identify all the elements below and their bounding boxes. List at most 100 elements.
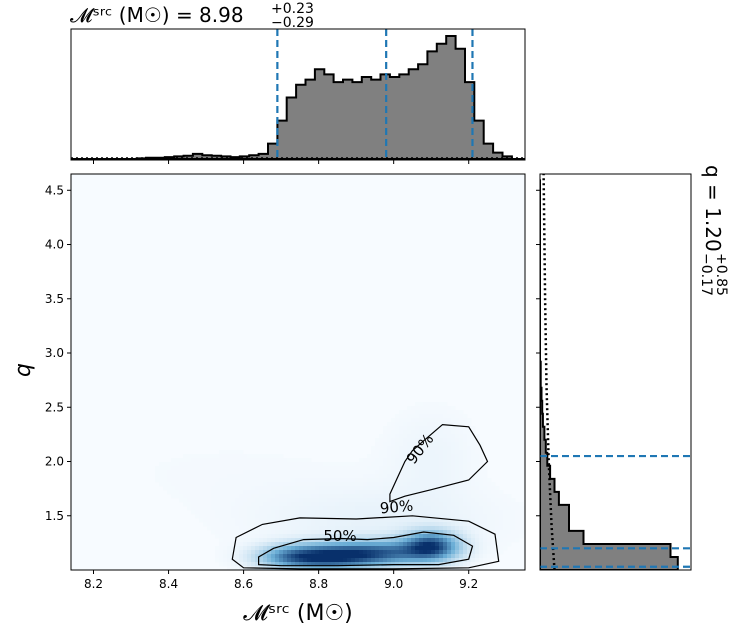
density-cell bbox=[279, 534, 284, 539]
density-cell bbox=[267, 542, 272, 547]
density-cell bbox=[431, 550, 436, 555]
density-cell bbox=[263, 534, 268, 539]
density-cell bbox=[275, 546, 280, 551]
density-cell bbox=[359, 522, 364, 527]
density-cell bbox=[499, 542, 504, 547]
density-cell bbox=[419, 550, 424, 555]
density-cell bbox=[423, 514, 428, 519]
density-cell bbox=[291, 562, 296, 567]
density-cell bbox=[211, 474, 216, 479]
density-cell bbox=[479, 550, 484, 555]
density-cell bbox=[243, 470, 248, 475]
main-panel-frame bbox=[70, 173, 526, 571]
density-cell bbox=[443, 514, 448, 519]
density-cell bbox=[415, 414, 420, 419]
density-cell bbox=[399, 566, 404, 570]
density-cell bbox=[363, 470, 368, 475]
density-cell bbox=[203, 510, 208, 515]
density-cell bbox=[195, 514, 200, 519]
density-cell bbox=[183, 470, 188, 475]
density-cell bbox=[223, 502, 228, 507]
density-cell bbox=[427, 402, 432, 407]
density-cell bbox=[431, 502, 436, 507]
density-cell bbox=[371, 502, 376, 507]
density-cell bbox=[331, 470, 336, 475]
density-cell bbox=[419, 486, 424, 491]
density-cell bbox=[455, 454, 460, 459]
density-cell bbox=[347, 498, 352, 503]
density-cell bbox=[391, 538, 396, 543]
density-cell bbox=[403, 466, 408, 471]
density-cell bbox=[519, 510, 524, 515]
density-cell bbox=[259, 522, 264, 527]
density-cell bbox=[187, 474, 192, 479]
density-cell bbox=[327, 470, 332, 475]
density-cell bbox=[491, 514, 496, 519]
density-cell bbox=[291, 522, 296, 527]
density-cell bbox=[423, 406, 428, 411]
density-cell bbox=[339, 482, 344, 487]
density-cell bbox=[387, 558, 392, 563]
density-cell bbox=[255, 522, 260, 527]
density-cell bbox=[303, 558, 308, 563]
density-cell bbox=[387, 490, 392, 495]
density-cell bbox=[207, 466, 212, 471]
density-cell bbox=[391, 458, 396, 463]
density-cell bbox=[207, 502, 212, 507]
density-cell bbox=[443, 550, 448, 555]
density-cell bbox=[463, 542, 468, 547]
density-cell bbox=[387, 534, 392, 539]
density-cell bbox=[507, 538, 512, 543]
density-cell bbox=[283, 462, 288, 467]
density-cell bbox=[279, 506, 284, 511]
density-cell bbox=[215, 474, 220, 479]
density-cell bbox=[375, 554, 380, 559]
density-cell bbox=[435, 422, 440, 427]
density-cell bbox=[387, 514, 392, 519]
density-cell bbox=[215, 506, 220, 511]
density-cell bbox=[347, 554, 352, 559]
density-cell bbox=[399, 554, 404, 559]
density-cell bbox=[267, 494, 272, 499]
density-cell bbox=[395, 538, 400, 543]
density-cell bbox=[291, 514, 296, 519]
density-cell bbox=[295, 566, 300, 570]
density-cell bbox=[187, 486, 192, 491]
density-cell bbox=[259, 554, 264, 559]
density-cell bbox=[471, 530, 476, 535]
density-cell bbox=[387, 498, 392, 503]
density-cell bbox=[323, 474, 328, 479]
density-cell bbox=[439, 410, 444, 415]
density-cell bbox=[219, 494, 224, 499]
density-cell bbox=[471, 534, 476, 539]
density-cell bbox=[395, 558, 400, 563]
density-cell bbox=[279, 474, 284, 479]
density-cell bbox=[447, 502, 452, 507]
density-cell bbox=[239, 542, 244, 547]
density-cell bbox=[443, 482, 448, 487]
density-cell bbox=[379, 510, 384, 515]
density-cell bbox=[407, 478, 412, 483]
density-cell bbox=[291, 494, 296, 499]
density-cell bbox=[335, 474, 340, 479]
density-cell bbox=[491, 522, 496, 527]
density-cell bbox=[399, 558, 404, 563]
density-cell bbox=[459, 442, 464, 447]
density-cell bbox=[467, 462, 472, 467]
density-cell bbox=[259, 466, 264, 471]
density-cell bbox=[367, 482, 372, 487]
density-cell bbox=[363, 462, 368, 467]
density-cell bbox=[435, 474, 440, 479]
density-cell bbox=[215, 478, 220, 483]
density-cell bbox=[303, 510, 308, 515]
density-cell bbox=[195, 478, 200, 483]
density-cell bbox=[395, 426, 400, 431]
density-cell bbox=[355, 518, 360, 523]
density-cell bbox=[215, 526, 220, 531]
density-cell bbox=[323, 482, 328, 487]
density-cell bbox=[279, 546, 284, 551]
density-cell bbox=[507, 502, 512, 507]
density-cell bbox=[243, 490, 248, 495]
density-cell bbox=[467, 454, 472, 459]
density-cell bbox=[171, 474, 176, 479]
